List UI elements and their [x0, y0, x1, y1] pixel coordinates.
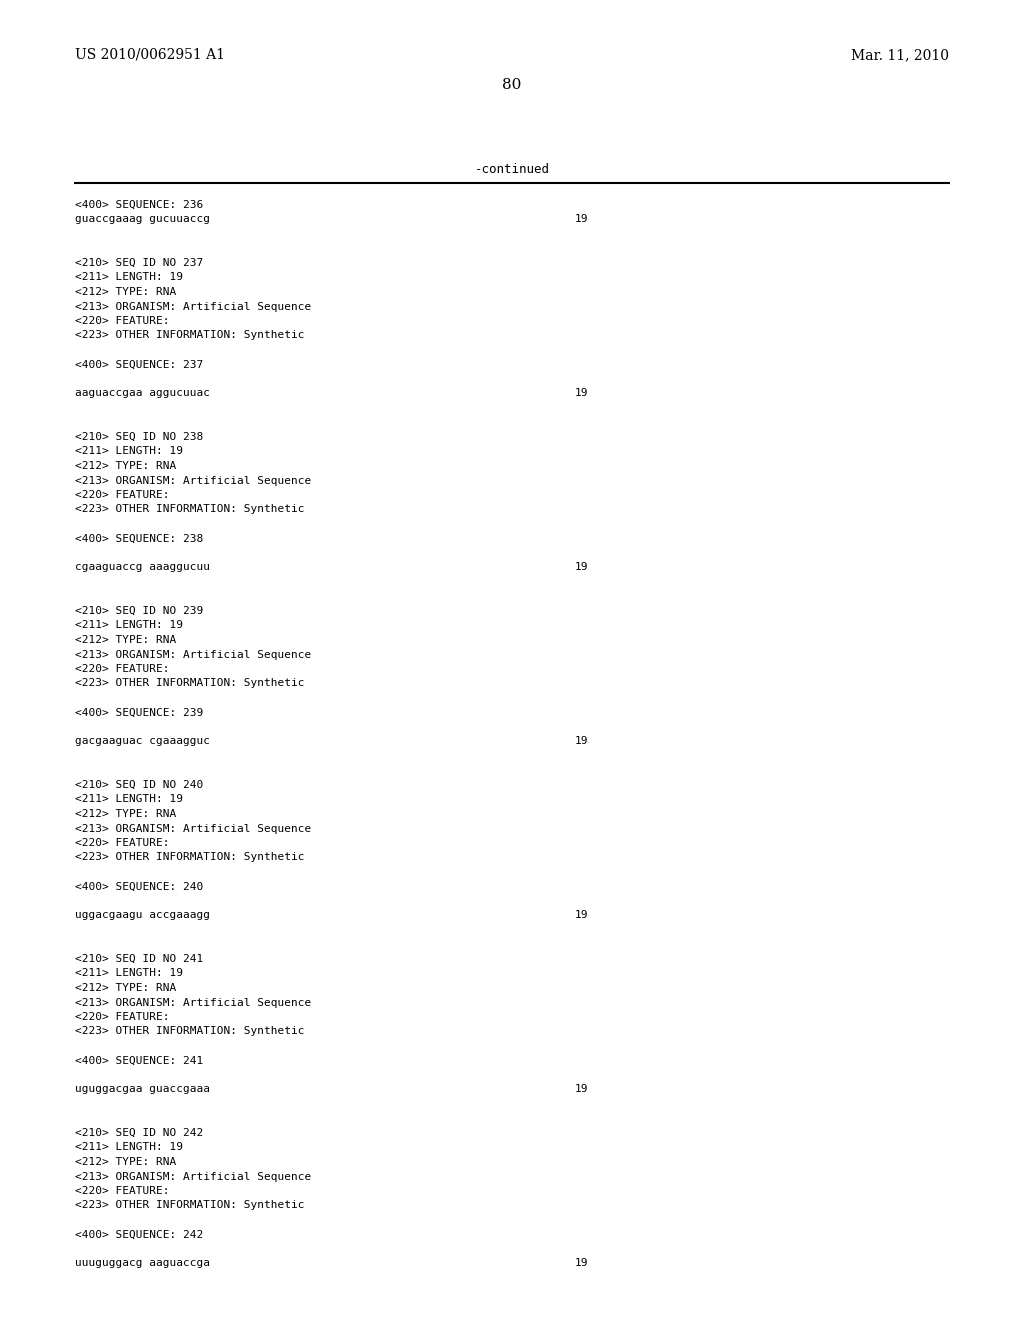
Text: Mar. 11, 2010: Mar. 11, 2010	[851, 48, 949, 62]
Text: <211> LENGTH: 19: <211> LENGTH: 19	[75, 795, 183, 804]
Text: <223> OTHER INFORMATION: Synthetic: <223> OTHER INFORMATION: Synthetic	[75, 504, 304, 515]
Text: <211> LENGTH: 19: <211> LENGTH: 19	[75, 620, 183, 631]
Text: <223> OTHER INFORMATION: Synthetic: <223> OTHER INFORMATION: Synthetic	[75, 1027, 304, 1036]
Text: -continued: -continued	[474, 162, 550, 176]
Text: 19: 19	[575, 911, 589, 920]
Text: 19: 19	[575, 1085, 589, 1094]
Text: <400> SEQUENCE: 238: <400> SEQUENCE: 238	[75, 533, 203, 544]
Text: <211> LENGTH: 19: <211> LENGTH: 19	[75, 446, 183, 457]
Text: <213> ORGANISM: Artificial Sequence: <213> ORGANISM: Artificial Sequence	[75, 301, 311, 312]
Text: <212> TYPE: RNA: <212> TYPE: RNA	[75, 983, 176, 993]
Text: <400> SEQUENCE: 236: <400> SEQUENCE: 236	[75, 201, 203, 210]
Text: <210> SEQ ID NO 237: <210> SEQ ID NO 237	[75, 257, 203, 268]
Text: uggacgaagu accgaaagg: uggacgaagu accgaaagg	[75, 911, 210, 920]
Text: 19: 19	[575, 388, 589, 399]
Text: <210> SEQ ID NO 241: <210> SEQ ID NO 241	[75, 954, 203, 964]
Text: <210> SEQ ID NO 239: <210> SEQ ID NO 239	[75, 606, 203, 616]
Text: <212> TYPE: RNA: <212> TYPE: RNA	[75, 286, 176, 297]
Text: <223> OTHER INFORMATION: Synthetic: <223> OTHER INFORMATION: Synthetic	[75, 678, 304, 689]
Text: <220> FEATURE:: <220> FEATURE:	[75, 664, 170, 675]
Text: <400> SEQUENCE: 241: <400> SEQUENCE: 241	[75, 1056, 203, 1065]
Text: uguggacgaa guaccgaaa: uguggacgaa guaccgaaa	[75, 1085, 210, 1094]
Text: 19: 19	[575, 562, 589, 573]
Text: <212> TYPE: RNA: <212> TYPE: RNA	[75, 1158, 176, 1167]
Text: <220> FEATURE:: <220> FEATURE:	[75, 1185, 170, 1196]
Text: <212> TYPE: RNA: <212> TYPE: RNA	[75, 461, 176, 471]
Text: <223> OTHER INFORMATION: Synthetic: <223> OTHER INFORMATION: Synthetic	[75, 853, 304, 862]
Text: <211> LENGTH: 19: <211> LENGTH: 19	[75, 1143, 183, 1152]
Text: 19: 19	[575, 214, 589, 224]
Text: <223> OTHER INFORMATION: Synthetic: <223> OTHER INFORMATION: Synthetic	[75, 1200, 304, 1210]
Text: <220> FEATURE:: <220> FEATURE:	[75, 315, 170, 326]
Text: US 2010/0062951 A1: US 2010/0062951 A1	[75, 48, 225, 62]
Text: aaguaccgaa aggucuuac: aaguaccgaa aggucuuac	[75, 388, 210, 399]
Text: 19: 19	[575, 737, 589, 747]
Text: <211> LENGTH: 19: <211> LENGTH: 19	[75, 969, 183, 978]
Text: gacgaaguac cgaaagguc: gacgaaguac cgaaagguc	[75, 737, 210, 747]
Text: <223> OTHER INFORMATION: Synthetic: <223> OTHER INFORMATION: Synthetic	[75, 330, 304, 341]
Text: 80: 80	[503, 78, 521, 92]
Text: <213> ORGANISM: Artificial Sequence: <213> ORGANISM: Artificial Sequence	[75, 475, 311, 486]
Text: <212> TYPE: RNA: <212> TYPE: RNA	[75, 809, 176, 818]
Text: <213> ORGANISM: Artificial Sequence: <213> ORGANISM: Artificial Sequence	[75, 998, 311, 1007]
Text: <210> SEQ ID NO 238: <210> SEQ ID NO 238	[75, 432, 203, 442]
Text: 19: 19	[575, 1258, 589, 1269]
Text: <213> ORGANISM: Artificial Sequence: <213> ORGANISM: Artificial Sequence	[75, 1172, 311, 1181]
Text: <210> SEQ ID NO 240: <210> SEQ ID NO 240	[75, 780, 203, 789]
Text: <220> FEATURE:: <220> FEATURE:	[75, 490, 170, 500]
Text: cgaaguaccg aaaggucuu: cgaaguaccg aaaggucuu	[75, 562, 210, 573]
Text: <220> FEATURE:: <220> FEATURE:	[75, 838, 170, 847]
Text: <400> SEQUENCE: 239: <400> SEQUENCE: 239	[75, 708, 203, 718]
Text: <213> ORGANISM: Artificial Sequence: <213> ORGANISM: Artificial Sequence	[75, 649, 311, 660]
Text: <400> SEQUENCE: 242: <400> SEQUENCE: 242	[75, 1229, 203, 1239]
Text: <212> TYPE: RNA: <212> TYPE: RNA	[75, 635, 176, 645]
Text: <400> SEQUENCE: 240: <400> SEQUENCE: 240	[75, 882, 203, 891]
Text: uuuguggacg aaguaccga: uuuguggacg aaguaccga	[75, 1258, 210, 1269]
Text: <400> SEQUENCE: 237: <400> SEQUENCE: 237	[75, 359, 203, 370]
Text: <213> ORGANISM: Artificial Sequence: <213> ORGANISM: Artificial Sequence	[75, 824, 311, 833]
Text: <220> FEATURE:: <220> FEATURE:	[75, 1012, 170, 1022]
Text: guaccgaaag gucuuaccg: guaccgaaag gucuuaccg	[75, 214, 210, 224]
Text: <211> LENGTH: 19: <211> LENGTH: 19	[75, 272, 183, 282]
Text: <210> SEQ ID NO 242: <210> SEQ ID NO 242	[75, 1129, 203, 1138]
